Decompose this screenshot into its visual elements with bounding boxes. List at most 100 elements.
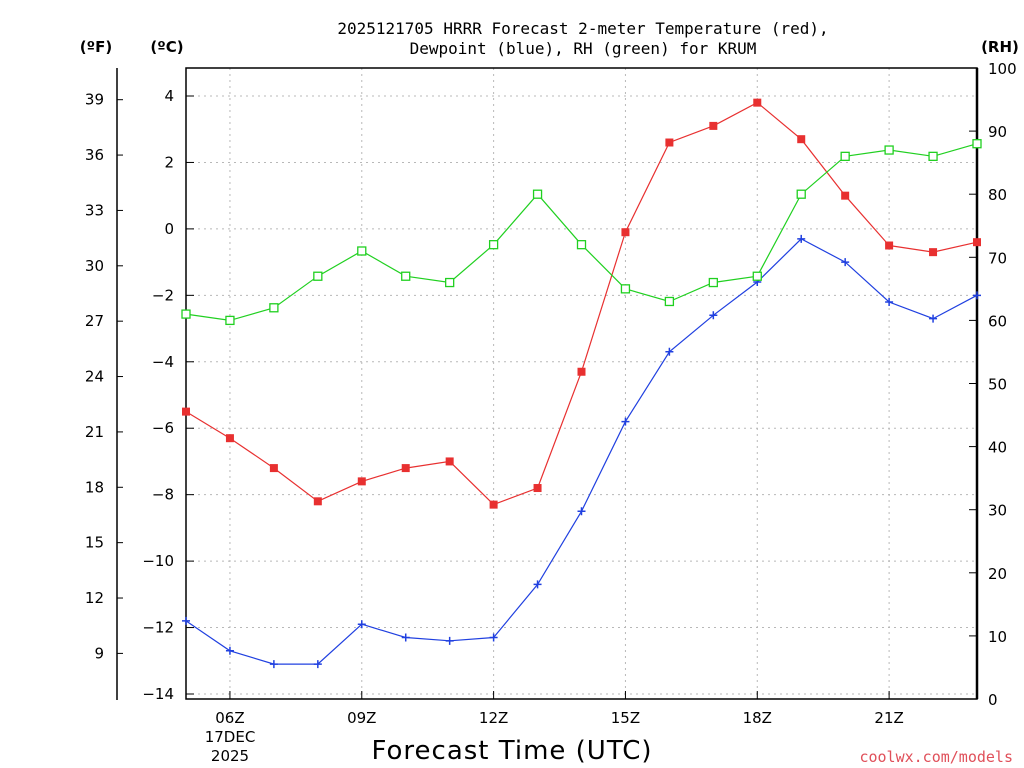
rh-tick-label: 0 bbox=[988, 691, 998, 709]
rh-tick-label: 70 bbox=[988, 249, 1007, 267]
x-axis-label: Forecast Time (UTC) bbox=[371, 736, 652, 766]
dewpoint-point bbox=[445, 636, 454, 645]
temperature-point bbox=[313, 497, 322, 506]
fahrenheit-tick-label: 12 bbox=[85, 589, 104, 607]
rh-point bbox=[445, 277, 455, 288]
rh-point bbox=[708, 277, 718, 288]
rh-line bbox=[185, 143, 978, 322]
temperature-point bbox=[489, 500, 498, 509]
fahrenheit-tick-label: 24 bbox=[85, 368, 104, 386]
dewpoint-series bbox=[182, 234, 981, 669]
celsius-tick-label: −10 bbox=[142, 552, 174, 570]
temperature-series bbox=[182, 98, 981, 509]
fahrenheit-tick-label: 9 bbox=[94, 644, 104, 662]
rh-tick-label: 80 bbox=[988, 186, 1007, 204]
rh-point bbox=[664, 296, 675, 307]
rh-axis: 0 10 20 30 40 50 60 70 80 90 100 bbox=[969, 60, 1017, 709]
dewpoint-point bbox=[797, 234, 806, 243]
rh-point bbox=[488, 240, 499, 250]
rh-point bbox=[313, 271, 323, 281]
time-axis: 06Z 09Z 12Z 15Z 18Z 21Z bbox=[215, 691, 904, 727]
fahrenheit-tick-label: 21 bbox=[85, 423, 104, 441]
time-tick-label: 12Z bbox=[479, 709, 508, 727]
temperature-point bbox=[182, 407, 190, 416]
rh-tick-label: 60 bbox=[988, 312, 1007, 330]
grid bbox=[186, 68, 977, 699]
temperature-point bbox=[841, 191, 850, 200]
rh-tick-label: 50 bbox=[988, 376, 1007, 394]
dewpoint-point bbox=[973, 291, 981, 300]
celsius-tick-label: 0 bbox=[164, 220, 174, 238]
temperature-point bbox=[973, 238, 981, 247]
celsius-tick-label: 4 bbox=[164, 87, 174, 105]
celsius-axis: 4 2 0 −2 −4 −6 −8 −10 −12 −14 bbox=[142, 87, 194, 703]
fahrenheit-tick-label: 36 bbox=[85, 146, 104, 164]
celsius-tick-label: −12 bbox=[142, 619, 174, 637]
temperature-point bbox=[577, 367, 586, 376]
dewpoint-point bbox=[182, 616, 190, 625]
fahrenheit-unit-label: (ºF) bbox=[80, 38, 112, 56]
fahrenheit-axis: 39 36 33 30 27 24 21 18 15 12 9 bbox=[85, 91, 123, 662]
time-tick-label: 18Z bbox=[743, 709, 772, 727]
temperature-point bbox=[621, 228, 630, 237]
temperature-point bbox=[357, 477, 366, 486]
date-label-year: 2025 bbox=[211, 747, 249, 765]
temperature-point bbox=[929, 248, 938, 257]
chart-title-line-2: Dewpoint (blue), RH (green) for KRUM bbox=[410, 39, 757, 58]
dewpoint-line bbox=[185, 238, 978, 665]
temperature-point bbox=[269, 464, 278, 473]
rh-point bbox=[401, 271, 411, 281]
temperature-point bbox=[533, 484, 542, 493]
chart-title-line-1: 2025121705 HRRR Forecast 2-meter Tempera… bbox=[337, 19, 828, 38]
rh-point bbox=[972, 139, 982, 149]
dewpoint-point bbox=[709, 311, 718, 320]
temperature-point bbox=[797, 135, 806, 144]
celsius-unit-label: (ºC) bbox=[150, 38, 183, 56]
dewpoint-point bbox=[885, 297, 894, 306]
rh-point bbox=[928, 151, 938, 161]
dewpoint-point bbox=[665, 347, 674, 356]
rh-point bbox=[181, 309, 191, 319]
dewpoint-point bbox=[929, 314, 938, 323]
temperature-point bbox=[445, 457, 454, 466]
rh-point bbox=[576, 240, 587, 250]
dewpoint-point bbox=[841, 258, 850, 267]
fahrenheit-tick-label: 30 bbox=[85, 257, 104, 275]
dewpoint-point bbox=[401, 633, 410, 642]
rh-tick-label: 30 bbox=[988, 502, 1007, 520]
rh-point bbox=[357, 246, 367, 256]
time-tick-label: 06Z bbox=[215, 709, 244, 727]
celsius-tick-label: −6 bbox=[152, 419, 174, 437]
temperature-point bbox=[225, 434, 234, 443]
fahrenheit-tick-label: 33 bbox=[85, 201, 104, 219]
rh-point bbox=[840, 151, 850, 161]
rh-series bbox=[181, 139, 982, 326]
temperature-point bbox=[709, 121, 718, 130]
temperature-point bbox=[665, 138, 674, 147]
celsius-tick-label: −8 bbox=[152, 486, 174, 504]
celsius-tick-label: 2 bbox=[164, 153, 174, 171]
rh-point bbox=[532, 189, 543, 199]
dewpoint-point bbox=[621, 417, 630, 426]
series bbox=[181, 98, 982, 669]
temperature-point bbox=[401, 464, 410, 473]
fahrenheit-tick-label: 15 bbox=[85, 534, 104, 552]
rh-point bbox=[752, 271, 762, 281]
time-tick-label: 15Z bbox=[611, 709, 640, 727]
rh-tick-label: 100 bbox=[988, 60, 1017, 78]
rh-tick-label: 40 bbox=[988, 439, 1007, 457]
rh-point bbox=[225, 315, 235, 326]
rh-point bbox=[620, 284, 631, 294]
rh-point bbox=[269, 303, 279, 313]
dewpoint-point bbox=[357, 620, 366, 629]
credit-label: coolwx.com/models bbox=[859, 748, 1013, 766]
celsius-tick-label: −4 bbox=[152, 353, 174, 371]
dewpoint-point bbox=[313, 660, 322, 669]
fahrenheit-tick-label: 18 bbox=[85, 478, 104, 496]
date-label-day: 17DEC bbox=[205, 728, 256, 746]
dewpoint-point bbox=[489, 633, 498, 642]
rh-tick-label: 20 bbox=[988, 565, 1007, 583]
rh-tick-label: 10 bbox=[988, 628, 1007, 646]
rh-point bbox=[884, 145, 894, 155]
